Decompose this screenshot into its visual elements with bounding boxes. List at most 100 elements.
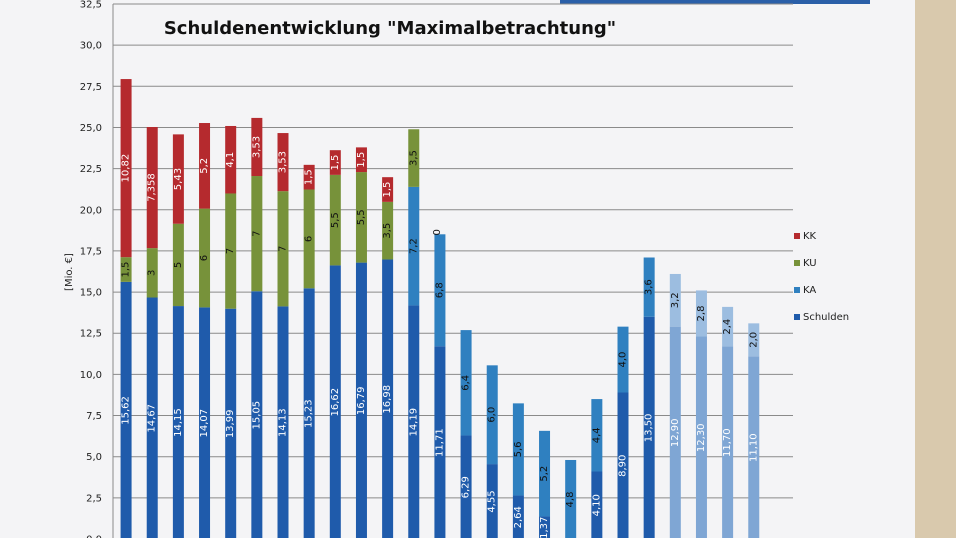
y-tick-label: 0,0 [86, 535, 102, 538]
bar-segment-kk [251, 117, 263, 177]
y-tick-label: 25,0 [80, 123, 102, 134]
data-label: 5,6 [513, 441, 524, 457]
data-label: 2,4 [722, 319, 733, 335]
data-label: 15,05 [251, 401, 262, 430]
data-label: 4,4 [591, 427, 602, 443]
y-tick-label: 20,0 [80, 205, 102, 216]
bar-segment-schulden [617, 392, 629, 538]
top-strip [560, 0, 870, 4]
bar-segment-ka [643, 257, 655, 317]
data-label: 7 [278, 246, 289, 252]
bar-segment-schulden [382, 259, 394, 538]
bar-segment-ku [382, 201, 394, 260]
bar-segment-kk [199, 123, 211, 209]
bar-segment-schulden [199, 307, 211, 538]
data-label: 5,5 [356, 209, 367, 225]
data-label: 4,10 [591, 494, 602, 516]
legend-swatch [794, 314, 800, 320]
data-label: 5,43 [173, 168, 184, 190]
legend-swatch [794, 260, 800, 266]
data-label: 6 [304, 236, 315, 242]
legend-label: KA [803, 285, 816, 296]
data-label: 1,5 [330, 155, 341, 171]
bar-segment-kk [355, 147, 367, 173]
bar-segment-schulden [408, 305, 420, 538]
legend-label: KU [803, 258, 817, 269]
legend-label: KK [803, 231, 817, 242]
data-label: 3,6 [644, 279, 655, 295]
y-tick-label: 17,5 [80, 246, 102, 257]
bar-segment-schulden [277, 306, 289, 538]
data-label: 1,5 [121, 262, 132, 278]
bar-segment-schulden [591, 471, 603, 538]
data-label: 4,55 [487, 490, 498, 512]
y-tick-label: 15,0 [80, 288, 102, 299]
bar-segment-ka [722, 306, 734, 347]
data-label: 5 [173, 262, 184, 268]
bar-segment-ku [251, 176, 263, 292]
bar-segment-kk [172, 134, 184, 224]
bar-segment-kk [146, 127, 158, 249]
data-label: 6,0 [487, 407, 498, 423]
bar-segment-ku [277, 191, 289, 307]
legend-swatch [794, 233, 800, 239]
legend: KK KU KA Schulden [794, 231, 849, 323]
bar-segment-ka [486, 365, 498, 465]
bar-segment-schulden [120, 281, 132, 538]
bar-segment-ka [539, 430, 551, 517]
bar-segment-kk [120, 79, 132, 258]
data-label: 6,4 [461, 375, 472, 391]
data-label: 6,8 [434, 282, 445, 298]
y-tick-label: 5,0 [86, 452, 102, 463]
bar-segment-ka [460, 330, 472, 436]
data-label: 13,50 [644, 414, 655, 443]
y-axis-ticks: 0,0 2,5 5,0 7,5 10,0 12,5 15,0 17,5 20,0 22,5 25,0… [80, 0, 102, 538]
data-label: 4,0 [618, 352, 629, 368]
data-label: 14,19 [408, 408, 419, 437]
bar-segment-ku [120, 257, 132, 282]
bar-segment-ku [329, 174, 341, 266]
y-tick-label: 10,0 [80, 370, 102, 381]
data-label: 11,10 [748, 433, 759, 462]
data-label: 14,07 [199, 409, 210, 438]
legend-swatch [794, 287, 800, 293]
bar-segment-ku [225, 193, 237, 309]
y-tick-label: 22,5 [80, 164, 102, 175]
data-label: 14,67 [147, 404, 158, 433]
grid [112, 3, 793, 538]
data-label: 10,82 [121, 154, 132, 183]
legend-label: Schulden [803, 312, 849, 323]
bar-segment-ku [303, 189, 315, 289]
data-label: 1,5 [304, 169, 315, 185]
data-label: 16,62 [330, 388, 341, 417]
bar-segment-schulden [225, 308, 237, 538]
data-label: 3,53 [251, 136, 262, 158]
data-label: 1,5 [382, 182, 393, 198]
data-label: 4,8 [565, 492, 576, 508]
bar-segment-schulden [251, 291, 263, 538]
bar-segment-schulden [460, 435, 472, 538]
data-label: 7,358 [147, 173, 158, 202]
data-label: 11,70 [722, 428, 733, 457]
bar-segment-schulden [539, 516, 551, 538]
data-label: 16,98 [382, 385, 393, 414]
bar-segment-kk [277, 133, 289, 192]
data-label: 5,5 [330, 212, 341, 228]
bar-segment-ku [172, 223, 184, 307]
data-label: 7,2 [408, 238, 419, 254]
bar-segment-schulden [695, 336, 707, 538]
data-label: 3,2 [670, 292, 681, 308]
data-label: 12,30 [696, 423, 707, 452]
bar-segment-ku [146, 248, 158, 298]
bar-segment-schulden [355, 262, 367, 538]
data-label: 13,99 [225, 410, 236, 439]
y-tick-label: 32,5 [80, 0, 102, 11]
bar-segment-ka [408, 186, 420, 306]
data-label: 1,37 [539, 517, 550, 538]
chart-title: Schuldenentwicklung "Maximalbetrachtung" [164, 18, 616, 39]
data-label: 3,53 [278, 151, 289, 173]
y-axis-label: [Mio. €] [64, 253, 75, 291]
data-label: 3 [147, 270, 158, 276]
bar-segment-ka [695, 290, 707, 337]
